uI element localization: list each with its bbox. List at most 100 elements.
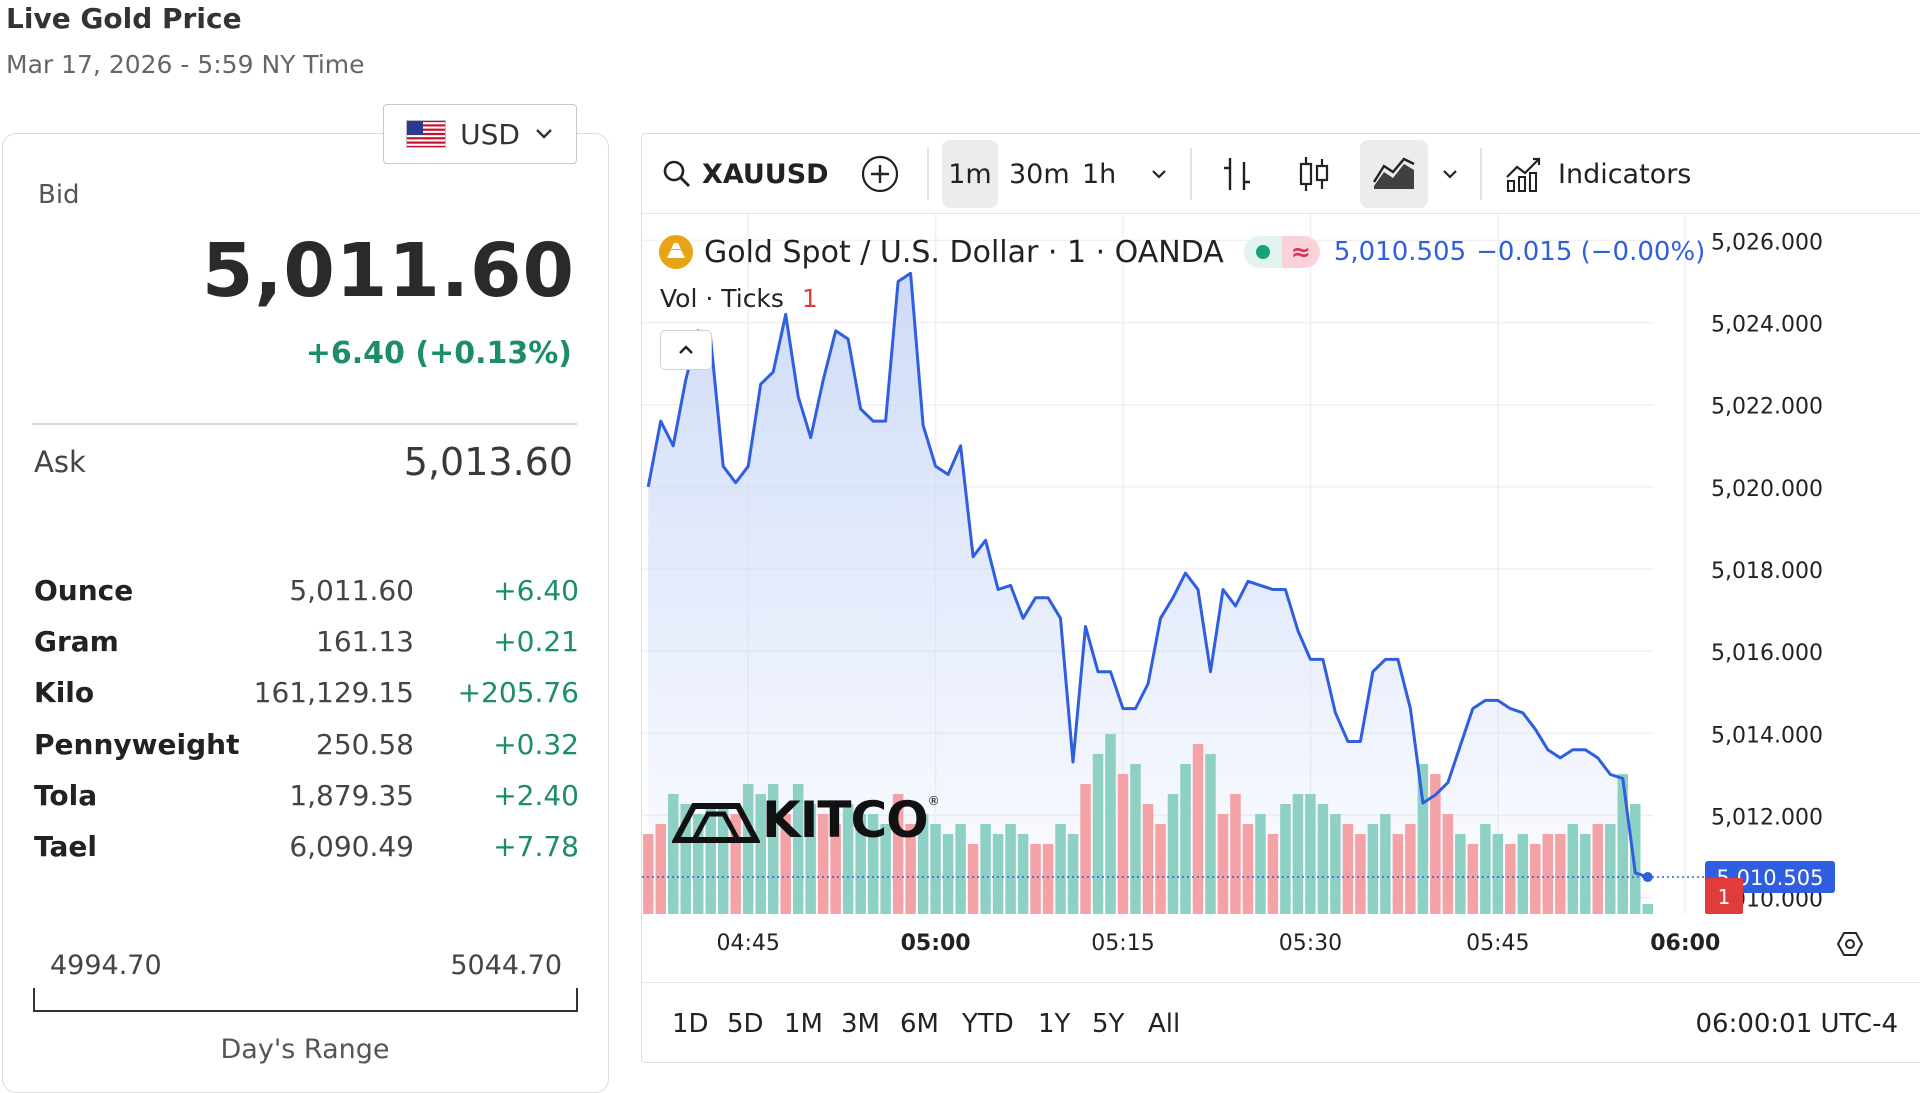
volume-bar [842, 804, 854, 914]
page-title: Live Gold Price [6, 2, 242, 35]
x-tick-label: 05:15 [1091, 931, 1154, 956]
volume-bar [830, 824, 841, 914]
collapse-legend-button[interactable] [660, 330, 712, 370]
unit-row-ounce: Ounce 5,011.60 +6.40 [34, 574, 579, 614]
volume-bar [1467, 844, 1479, 914]
chart-type-dropdown[interactable] [1441, 134, 1459, 214]
range-button-1y[interactable]: 1Y [1038, 1009, 1071, 1039]
chevron-down-icon [1443, 170, 1457, 179]
range-button-1d[interactable]: 1D [672, 1009, 709, 1039]
indicators-label: Indicators [1558, 158, 1692, 190]
volume-bar [1392, 834, 1404, 914]
unit-change: +205.76 [457, 676, 579, 709]
chevron-down-icon [1152, 170, 1166, 179]
chart-settings-icon[interactable] [1836, 932, 1864, 956]
kitco-logo-icon [672, 803, 760, 843]
candle-style-button[interactable] [1297, 134, 1331, 214]
volume-bar [1480, 824, 1491, 914]
last-price-dot [1642, 872, 1653, 883]
volume-bar [1255, 814, 1266, 914]
price-chart[interactable]: 5,026.000 5,024.000 5,022.000 5,020.000 5,01… [642, 214, 1920, 982]
unit-price: 5,011.60 [289, 574, 414, 607]
volume-bar [867, 814, 879, 914]
volume-bar [892, 794, 904, 914]
x-axis: 04:45 05:00 05:15 05:30 05:45 06:00 [716, 931, 1720, 956]
price-line-path [646, 271, 1649, 879]
volume-bar [1492, 834, 1504, 914]
volume-bar [1417, 764, 1429, 914]
currency-select[interactable]: USD [383, 104, 577, 164]
x-tick-label: 05:30 [1279, 931, 1342, 956]
legend-change: −0.015 (−0.00%) [1476, 237, 1706, 267]
volume-bar [692, 814, 704, 914]
interval-1h[interactable]: 1h [1082, 158, 1117, 190]
add-compare-icon [861, 155, 899, 193]
volume-bar [792, 784, 804, 914]
y-tick-label: 5,014.000 [1711, 723, 1823, 748]
range-button-1m[interactable]: 1M [784, 1009, 823, 1039]
compare-button[interactable] [860, 134, 900, 214]
unit-price: 161.13 [316, 625, 414, 658]
volume-bar [1117, 774, 1129, 914]
page-datetime: Mar 17, 2026 - 5:59 NY Time [6, 50, 365, 79]
symbol-search[interactable]: XAUUSD [662, 134, 829, 214]
y-tick-label: 5,018.000 [1711, 559, 1823, 584]
ask-label: Ask [34, 445, 86, 479]
market-status[interactable]: ≈ [1243, 236, 1320, 268]
y-tick-label: 5,024.000 [1711, 313, 1823, 338]
chevron-up-icon [679, 345, 693, 354]
unit-name: Kilo [34, 676, 95, 709]
volume-bar [780, 814, 791, 914]
volume-bar [1230, 794, 1241, 914]
range-button-ytd[interactable]: YTD [962, 1009, 1014, 1039]
unit-price: 6,090.49 [289, 830, 414, 863]
volume-bar [1330, 814, 1341, 914]
volume-bar [905, 824, 916, 914]
volume-bar [1505, 844, 1516, 914]
currency-label: USD [460, 117, 520, 151]
range-button-3m[interactable]: 3M [841, 1009, 880, 1039]
volume-bar [855, 814, 866, 914]
price-area [648, 273, 1648, 914]
range-button-6m[interactable]: 6M [900, 1009, 939, 1039]
range-button-all[interactable]: All [1148, 1009, 1181, 1039]
volume-bar [1030, 844, 1041, 914]
interval-1m[interactable]: 1m [942, 140, 998, 208]
volume-value: 1 [801, 284, 818, 313]
symbol-label: XAUUSD [702, 158, 829, 190]
volume-bar [717, 804, 729, 914]
unit-row-kilo: Kilo 161,129.15 +205.76 [34, 676, 579, 716]
volume-bar [967, 844, 979, 914]
volume-bar [1430, 774, 1441, 914]
volume-bars [642, 734, 1654, 914]
volume-bar [1642, 904, 1654, 914]
volume-bar [1105, 734, 1116, 914]
unit-row-pennyweight: Pennyweight 250.58 +0.32 [34, 728, 579, 768]
indicators-button[interactable]: Indicators [1504, 134, 1691, 214]
volume-bar [767, 784, 779, 914]
volume-bar [680, 804, 691, 914]
interval-30m[interactable]: 30m [1009, 158, 1070, 190]
y-tick-label: 5,016.000 [1711, 641, 1823, 666]
unit-change: +0.21 [493, 625, 579, 658]
ask-price: 5,013.60 [403, 440, 573, 484]
volume-bar [917, 814, 929, 914]
volume-bar [1192, 744, 1204, 914]
volume-bar [1367, 824, 1379, 914]
volume-bar [930, 824, 941, 914]
clock-timezone[interactable]: 06:00:01 UTC-4 [1695, 1009, 1898, 1039]
area-style-button[interactable] [1360, 140, 1428, 208]
unit-price: 1,879.35 [289, 779, 414, 812]
volume-bar [1317, 804, 1329, 914]
toolbar-separator [927, 148, 929, 200]
volume-bar [1067, 834, 1079, 914]
bid-label: Bid [38, 180, 80, 210]
bar-style-button[interactable] [1220, 134, 1254, 214]
range-button-5y[interactable]: 5Y [1092, 1009, 1125, 1039]
x-tick-label: 05:00 [901, 931, 971, 956]
interval-dropdown[interactable] [1150, 134, 1168, 214]
unit-price: 161,129.15 [253, 676, 414, 709]
y-axis: 5,026.000 5,024.000 5,022.000 5,020.000 5,01… [1711, 230, 1823, 912]
unit-change: +7.78 [493, 830, 579, 863]
range-button-5d[interactable]: 5D [727, 1009, 764, 1039]
